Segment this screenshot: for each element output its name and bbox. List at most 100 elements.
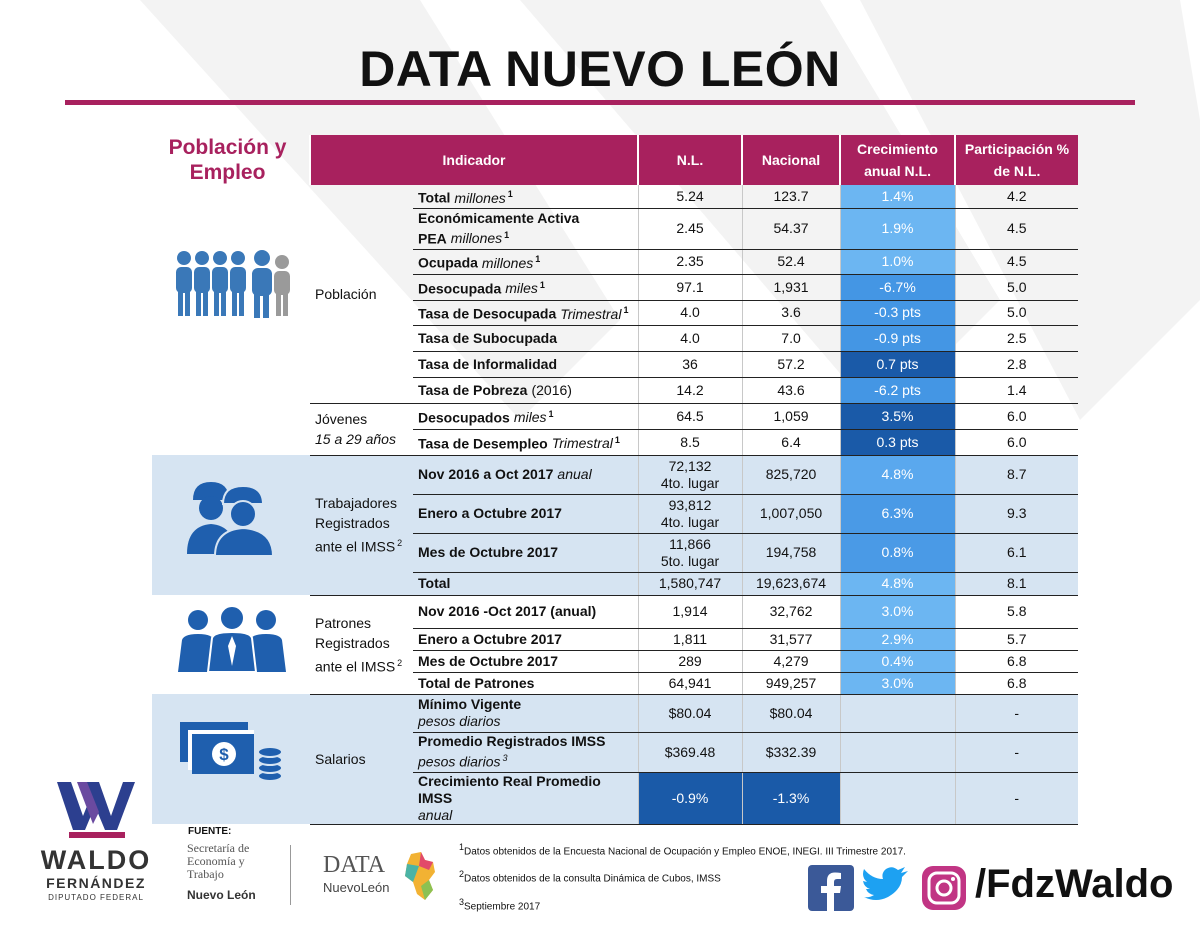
nl-number: $369.48 bbox=[664, 743, 716, 760]
table-row: Tasa de Informalidad 36 57.2 0.7 pts 2.8 bbox=[152, 351, 1079, 378]
indicator-unit: Trimestral bbox=[551, 435, 613, 452]
footnote: 1Datos obtenidos de la Encuesta Nacional… bbox=[457, 836, 906, 863]
group-label: Trabajadores Registrados ante el IMSS 2 bbox=[310, 455, 413, 596]
indicator-cell: Mes de Octubre 2017 bbox=[413, 533, 639, 573]
footnote-mark: 1 bbox=[459, 842, 465, 852]
indicator-cell: Enero a Octubre 2017 bbox=[413, 628, 639, 651]
national-value: 1,931 bbox=[741, 274, 841, 301]
column-header: Participación % de N.L. bbox=[954, 135, 1079, 185]
table-row: Tasa de Desempleo Trimestral 1 8.5 6.4 0.3 pt… bbox=[152, 429, 1079, 456]
indicator: Promedio Registrados IMSS bbox=[418, 733, 606, 750]
footnote: 2Datos obtenidos de la consulta Dinámica… bbox=[457, 863, 906, 890]
nl-number: 1,580,747 bbox=[658, 575, 722, 591]
svg-text:$: $ bbox=[219, 745, 229, 764]
share-value: 5.0 bbox=[954, 274, 1079, 301]
nl-number: 1,914 bbox=[672, 603, 708, 619]
share-value: - bbox=[954, 772, 1079, 825]
footnote-ref: 1 bbox=[535, 254, 541, 265]
indicator-cell: Total de Patrones bbox=[413, 672, 639, 695]
indicator: Tasa de Subocupada bbox=[418, 329, 557, 346]
nl-rank: 4to. lugar bbox=[660, 513, 720, 530]
indicator-cell: Promedio Registrados IMSS pesos diarios 3 bbox=[413, 732, 639, 773]
indicator: Mínimo Vigente bbox=[418, 696, 522, 712]
growth-value bbox=[839, 732, 956, 773]
nl-value: 1,580,747 bbox=[637, 572, 743, 596]
footnote-ref: 3 bbox=[502, 753, 508, 764]
share-value: 5.0 bbox=[954, 300, 1079, 326]
national-value: 949,257 bbox=[741, 672, 841, 695]
share-value: 5.8 bbox=[954, 595, 1079, 629]
nl-number: 8.5 bbox=[680, 433, 700, 450]
indicator-subline: anual bbox=[418, 807, 633, 824]
nl-number: 2.45 bbox=[676, 220, 704, 236]
growth-value: 0.4% bbox=[839, 650, 956, 673]
nl-value: 8.5 bbox=[637, 429, 743, 456]
nl-number: 11,866 bbox=[669, 535, 711, 552]
data-logo: DATA bbox=[323, 852, 386, 878]
data-logo-state: NuevoLeón bbox=[323, 880, 390, 895]
column-header: Nacional bbox=[741, 135, 841, 185]
footnote-text: Datos obtenidos de la Encuesta Nacional … bbox=[464, 846, 906, 858]
nl-number: 93,812 bbox=[668, 496, 712, 513]
footnote-mark: 3 bbox=[459, 896, 465, 907]
indicator-unit: millones bbox=[454, 189, 506, 206]
title-rule bbox=[65, 100, 1135, 105]
indicator: Total bbox=[418, 575, 451, 591]
growth-value: 4.8% bbox=[839, 572, 956, 596]
growth-value bbox=[839, 694, 956, 733]
footnote-ref: 1 bbox=[507, 188, 513, 199]
indicator: Tasa de Desocupada bbox=[418, 305, 557, 322]
nl-number: 36 bbox=[682, 355, 698, 372]
national-value: 31,577 bbox=[741, 628, 841, 651]
indicator: Económicamente Activa PEA bbox=[418, 209, 580, 247]
column-header: Crecimiento anual N.L. bbox=[839, 135, 956, 185]
national-value: 194,758 bbox=[741, 533, 841, 573]
table-row: Mes de Octubre 2017 11,866 5to. lugar 194,7… bbox=[152, 533, 1079, 573]
indicator-subline-text: pesos diarios bbox=[418, 713, 501, 729]
share-value: - bbox=[954, 694, 1079, 733]
footnote-ref: 1 bbox=[623, 305, 629, 316]
table-row: Mes de Octubre 2017 289 4,279 0.4% 6.8 bbox=[152, 650, 1079, 673]
growth-value: 1.0% bbox=[839, 249, 956, 275]
national-value: 6.4 bbox=[741, 429, 841, 456]
nl-value: 4.0 bbox=[637, 325, 743, 352]
nl-value: 289 bbox=[637, 650, 743, 673]
group-label: Salarios bbox=[310, 694, 413, 825]
footnote-mark: 2 bbox=[459, 869, 465, 880]
nl-number: 4.0 bbox=[680, 329, 700, 346]
nl-value: 5.24 bbox=[637, 185, 743, 209]
nl-number: 97.1 bbox=[676, 278, 704, 295]
growth-value: 3.0% bbox=[839, 595, 956, 629]
group-name: Trabajadores Registrados ante el IMSS bbox=[315, 495, 397, 555]
table-row: Ocupada millones 1 2.35 52.4 1.0% 4.5 bbox=[152, 249, 1079, 275]
indicator-cell: Ocupada millones 1 bbox=[413, 249, 639, 275]
indicator-cell: Nov 2016 -Oct 2017 (anual) bbox=[413, 595, 639, 629]
growth-value: 1.4% bbox=[839, 185, 956, 209]
nl-value: $369.48 bbox=[637, 732, 743, 773]
waldo-role: DIPUTADO FEDERAL bbox=[48, 893, 144, 902]
nl-value: 14.2 bbox=[637, 377, 743, 404]
indicator-subline: pesos diarios 3 bbox=[418, 750, 633, 771]
indicator-subline-text: pesos diarios bbox=[418, 753, 501, 770]
growth-value: 6.3% bbox=[839, 494, 956, 534]
table-row: Jóvenes 15 a 29 años Desocupados miles 1 64.5… bbox=[152, 403, 1079, 456]
group-label: Jóvenes 15 a 29 años bbox=[310, 403, 413, 456]
footnote-text: Datos obtenidos de la consulta Dinámica … bbox=[464, 873, 721, 885]
indicator: Enero a Octubre 2017 bbox=[418, 630, 562, 647]
table-row: Salarios Mínimo Vigente pesos diarios $80.0… bbox=[152, 694, 1079, 825]
indicator-detail: (2016) bbox=[531, 381, 572, 398]
group-name: Salarios bbox=[315, 751, 366, 767]
indicator: Enero a Octubre 2017 bbox=[418, 505, 562, 521]
national-value: 3.6 bbox=[741, 300, 841, 326]
waldo-name: WALDO bbox=[40, 845, 152, 875]
table-row: Económicamente Activa PEA millones 1 2.45 54… bbox=[152, 208, 1079, 250]
share-value: 5.7 bbox=[954, 628, 1079, 651]
nl-number: 64.5 bbox=[676, 407, 704, 424]
group-name: Jóvenes bbox=[315, 411, 368, 427]
nl-value: 4.0 bbox=[637, 300, 743, 326]
indicator: Tasa de Pobreza bbox=[418, 381, 528, 398]
growth-value: 1.9% bbox=[839, 208, 956, 250]
national-value: 32,762 bbox=[741, 595, 841, 629]
nl-rank: 4to. lugar bbox=[660, 474, 720, 491]
share-value: 2.5 bbox=[954, 325, 1079, 352]
